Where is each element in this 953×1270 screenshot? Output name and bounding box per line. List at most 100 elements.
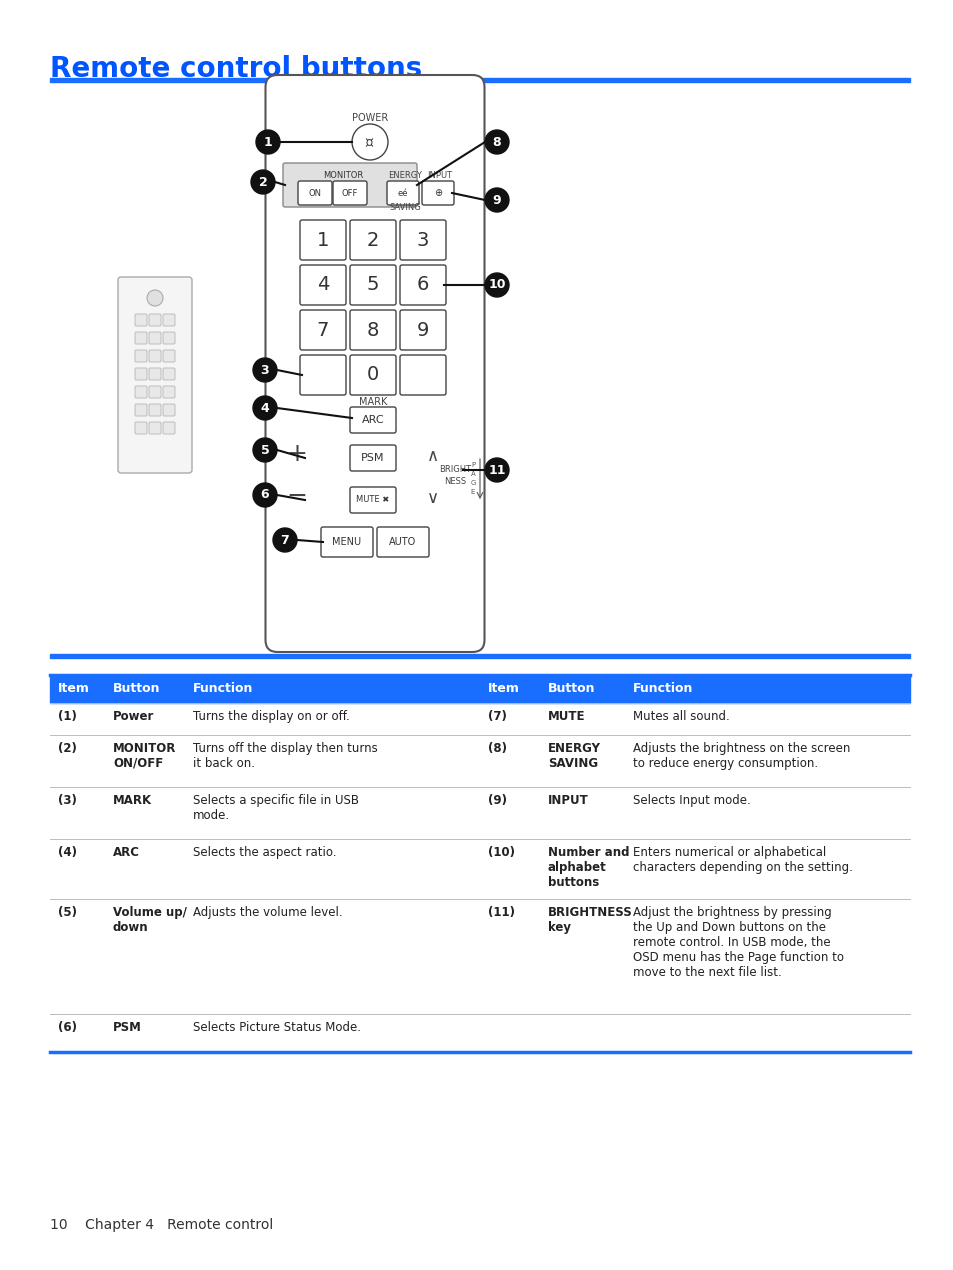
Text: −: − [286, 484, 307, 508]
Text: Function: Function [633, 682, 693, 696]
Circle shape [253, 438, 276, 462]
Text: Adjust the brightness by pressing
the Up and Down buttons on the
remote control.: Adjust the brightness by pressing the Up… [633, 906, 843, 979]
Text: 3: 3 [260, 363, 269, 376]
FancyBboxPatch shape [149, 386, 161, 398]
Text: 11: 11 [488, 464, 505, 476]
Text: 8: 8 [492, 136, 500, 149]
Circle shape [253, 483, 276, 507]
Text: Remote control buttons: Remote control buttons [50, 55, 422, 83]
FancyBboxPatch shape [149, 404, 161, 417]
Bar [50, 674, 909, 704]
FancyBboxPatch shape [135, 331, 147, 344]
Text: (3): (3) [58, 794, 77, 806]
Text: MARK: MARK [358, 398, 387, 406]
Text: Item: Item [58, 682, 90, 696]
Text: Volume up/
down: Volume up/ down [112, 906, 187, 933]
Text: 5: 5 [366, 276, 379, 295]
Circle shape [273, 528, 296, 552]
FancyBboxPatch shape [135, 351, 147, 362]
FancyBboxPatch shape [299, 265, 346, 305]
FancyBboxPatch shape [299, 220, 346, 260]
Text: 3: 3 [416, 230, 429, 249]
Text: Turns off the display then turns
it back on.: Turns off the display then turns it back… [193, 742, 377, 770]
FancyBboxPatch shape [163, 368, 174, 380]
FancyBboxPatch shape [163, 422, 174, 434]
Text: Turns the display on or off.: Turns the display on or off. [193, 710, 350, 723]
Text: Power: Power [112, 710, 154, 723]
FancyBboxPatch shape [149, 314, 161, 326]
Text: MUTE ✖: MUTE ✖ [356, 495, 389, 504]
FancyBboxPatch shape [163, 404, 174, 417]
Text: 1: 1 [263, 136, 273, 149]
Text: Button: Button [112, 682, 160, 696]
FancyBboxPatch shape [376, 527, 429, 558]
Text: 10: 10 [488, 278, 505, 292]
FancyBboxPatch shape [283, 163, 416, 207]
Text: 6: 6 [416, 276, 429, 295]
Circle shape [253, 358, 276, 382]
Circle shape [255, 130, 280, 154]
Text: INPUT: INPUT [547, 794, 588, 806]
Text: MONITOR: MONITOR [322, 170, 363, 179]
Circle shape [352, 124, 388, 160]
FancyBboxPatch shape [135, 386, 147, 398]
Text: ∨: ∨ [427, 489, 438, 507]
Circle shape [484, 458, 509, 483]
FancyBboxPatch shape [350, 265, 395, 305]
FancyBboxPatch shape [299, 356, 346, 395]
FancyBboxPatch shape [163, 331, 174, 344]
Text: 4: 4 [260, 401, 269, 414]
Text: (8): (8) [488, 742, 506, 754]
Text: (10): (10) [488, 846, 515, 859]
Text: AUTO: AUTO [389, 537, 416, 547]
FancyBboxPatch shape [265, 75, 484, 652]
Text: (2): (2) [58, 742, 77, 754]
FancyBboxPatch shape [163, 314, 174, 326]
Text: Selects Input mode.: Selects Input mode. [633, 794, 750, 806]
Text: NESS: NESS [443, 476, 466, 485]
FancyBboxPatch shape [149, 368, 161, 380]
Text: 0: 0 [367, 366, 378, 385]
FancyBboxPatch shape [135, 314, 147, 326]
FancyBboxPatch shape [163, 351, 174, 362]
Text: 2: 2 [366, 230, 378, 249]
FancyBboxPatch shape [350, 444, 395, 471]
Text: ARC: ARC [112, 846, 140, 859]
Text: +: + [286, 442, 307, 466]
Text: SAVING: SAVING [389, 202, 420, 212]
Circle shape [484, 130, 509, 154]
Text: 8: 8 [366, 320, 378, 339]
Text: A: A [470, 471, 475, 478]
Text: (9): (9) [488, 794, 506, 806]
Text: PSM: PSM [112, 1021, 142, 1034]
FancyBboxPatch shape [350, 406, 395, 433]
Text: Item: Item [488, 682, 519, 696]
FancyBboxPatch shape [118, 277, 192, 472]
Text: MENU: MENU [332, 537, 361, 547]
Text: 9: 9 [492, 193, 500, 207]
Text: Selects the aspect ratio.: Selects the aspect ratio. [193, 846, 336, 859]
Text: 4: 4 [316, 276, 329, 295]
FancyBboxPatch shape [421, 182, 454, 204]
FancyBboxPatch shape [135, 404, 147, 417]
Text: OFF: OFF [341, 188, 357, 198]
Bar [50, 77, 909, 83]
Text: POWER: POWER [352, 113, 388, 123]
Text: BRIGHT: BRIGHT [438, 465, 471, 474]
Text: (1): (1) [58, 710, 77, 723]
Text: Adjusts the volume level.: Adjusts the volume level. [193, 906, 342, 919]
Circle shape [484, 188, 509, 212]
Text: Enters numerical or alphabetical
characters depending on the setting.: Enters numerical or alphabetical charact… [633, 846, 852, 874]
Text: (4): (4) [58, 846, 77, 859]
Text: G: G [470, 480, 476, 486]
FancyBboxPatch shape [297, 182, 332, 204]
FancyBboxPatch shape [163, 386, 174, 398]
Text: MARK: MARK [112, 794, 152, 806]
FancyBboxPatch shape [399, 356, 446, 395]
Text: (11): (11) [488, 906, 515, 919]
FancyBboxPatch shape [135, 422, 147, 434]
Text: ARC: ARC [361, 415, 384, 425]
Circle shape [484, 273, 509, 297]
Text: 6: 6 [260, 489, 269, 502]
Text: Button: Button [547, 682, 595, 696]
